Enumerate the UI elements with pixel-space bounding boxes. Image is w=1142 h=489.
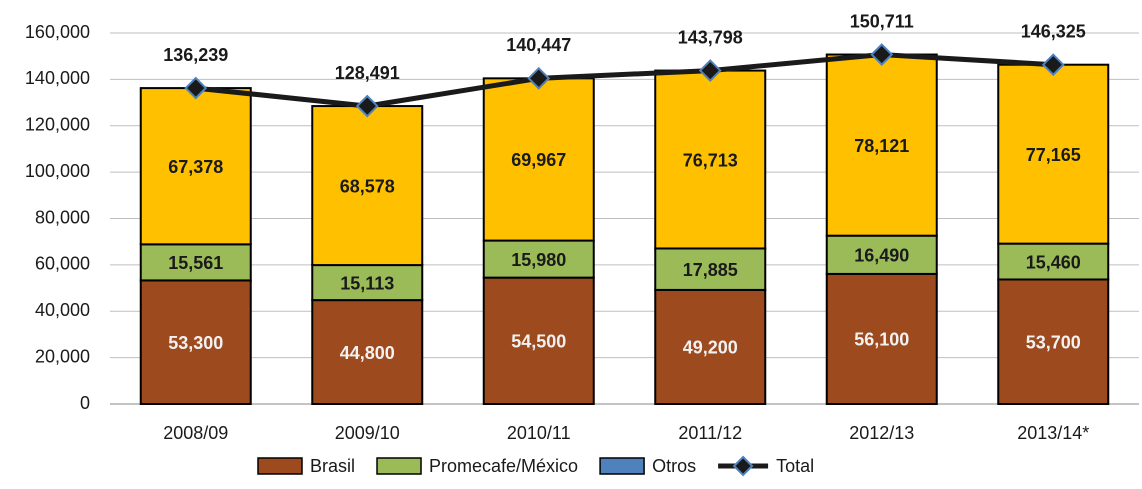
bar-segment bbox=[482, 276, 595, 405]
y-tick-label: 60,000 bbox=[35, 254, 90, 274]
data-label: 54,500 bbox=[511, 332, 566, 352]
bar-segment bbox=[482, 239, 595, 279]
data-label: 53,700 bbox=[1026, 332, 1081, 352]
data-label: 77,165 bbox=[1026, 145, 1081, 165]
y-tick-label: 140,000 bbox=[25, 68, 90, 88]
total-line bbox=[195, 52, 1054, 109]
bar-segment bbox=[997, 242, 1110, 281]
data-label: 53,300 bbox=[168, 333, 223, 353]
data-label: 49,200 bbox=[683, 338, 738, 358]
x-tick-label: 2008/09 bbox=[163, 423, 228, 443]
legend-label: Otros bbox=[652, 456, 696, 476]
legend-marker bbox=[732, 455, 754, 477]
bar-segment bbox=[654, 69, 767, 250]
y-tick-label: 160,000 bbox=[25, 22, 90, 42]
legend-swatch bbox=[376, 457, 422, 475]
data-label: 15,460 bbox=[1026, 252, 1081, 272]
total-label: 150,711 bbox=[850, 11, 914, 31]
bar-segment bbox=[311, 264, 424, 302]
total-marker bbox=[870, 43, 894, 66]
total-label: 146,325 bbox=[1021, 21, 1086, 41]
legend-swatch bbox=[599, 457, 645, 475]
bar-segment bbox=[825, 272, 938, 405]
y-tick-label: 80,000 bbox=[35, 207, 90, 227]
bar-segment bbox=[997, 278, 1110, 405]
data-label: 44,800 bbox=[340, 343, 395, 363]
total-marker bbox=[1041, 53, 1065, 77]
data-label: 17,885 bbox=[683, 260, 738, 280]
data-label: 15,113 bbox=[340, 273, 394, 293]
y-tick-label: 120,000 bbox=[25, 115, 90, 135]
x-tick-label: 2012/13 bbox=[849, 423, 914, 443]
data-label: 78,121 bbox=[854, 136, 909, 156]
data-label: 56,100 bbox=[854, 330, 909, 350]
total-marker bbox=[184, 76, 208, 100]
data-label: 15,561 bbox=[168, 253, 223, 273]
data-label: 67,378 bbox=[168, 157, 223, 177]
y-tick-label: 100,000 bbox=[25, 161, 90, 181]
bar-segment bbox=[654, 288, 767, 406]
bar-segment bbox=[311, 105, 424, 267]
bar-segment bbox=[311, 299, 424, 405]
x-tick-label: 2011/12 bbox=[678, 423, 742, 443]
data-label: 69,967 bbox=[511, 150, 566, 170]
y-tick-label: 20,000 bbox=[35, 346, 90, 366]
legend-label: Brasil bbox=[310, 456, 355, 476]
data-label: 68,578 bbox=[340, 176, 395, 196]
total-label: 128,491 bbox=[335, 63, 400, 83]
x-tick-label: 2009/10 bbox=[335, 423, 400, 443]
total-label: 143,798 bbox=[678, 27, 743, 47]
y-tick-label: 0 bbox=[80, 393, 90, 413]
data-label: 15,980 bbox=[511, 250, 566, 270]
legend-swatch bbox=[257, 457, 303, 475]
x-tick-label: 2013/14* bbox=[1017, 423, 1089, 443]
total-marker bbox=[527, 66, 551, 90]
total-label: 140,447 bbox=[506, 35, 571, 55]
total-marker bbox=[698, 59, 722, 82]
bar-segment bbox=[139, 87, 252, 246]
data-label: 16,490 bbox=[854, 246, 909, 266]
y-tick-label: 40,000 bbox=[35, 300, 90, 320]
total-label: 136,239 bbox=[163, 45, 228, 65]
x-tick-label: 2010/11 bbox=[507, 423, 571, 443]
bar-segment bbox=[482, 77, 595, 242]
bar-segment bbox=[654, 247, 767, 291]
data-label: 76,713 bbox=[683, 150, 738, 170]
total-marker bbox=[355, 94, 379, 118]
legend-label: Promecafe/México bbox=[429, 456, 578, 476]
legend-label: Total bbox=[776, 456, 814, 476]
